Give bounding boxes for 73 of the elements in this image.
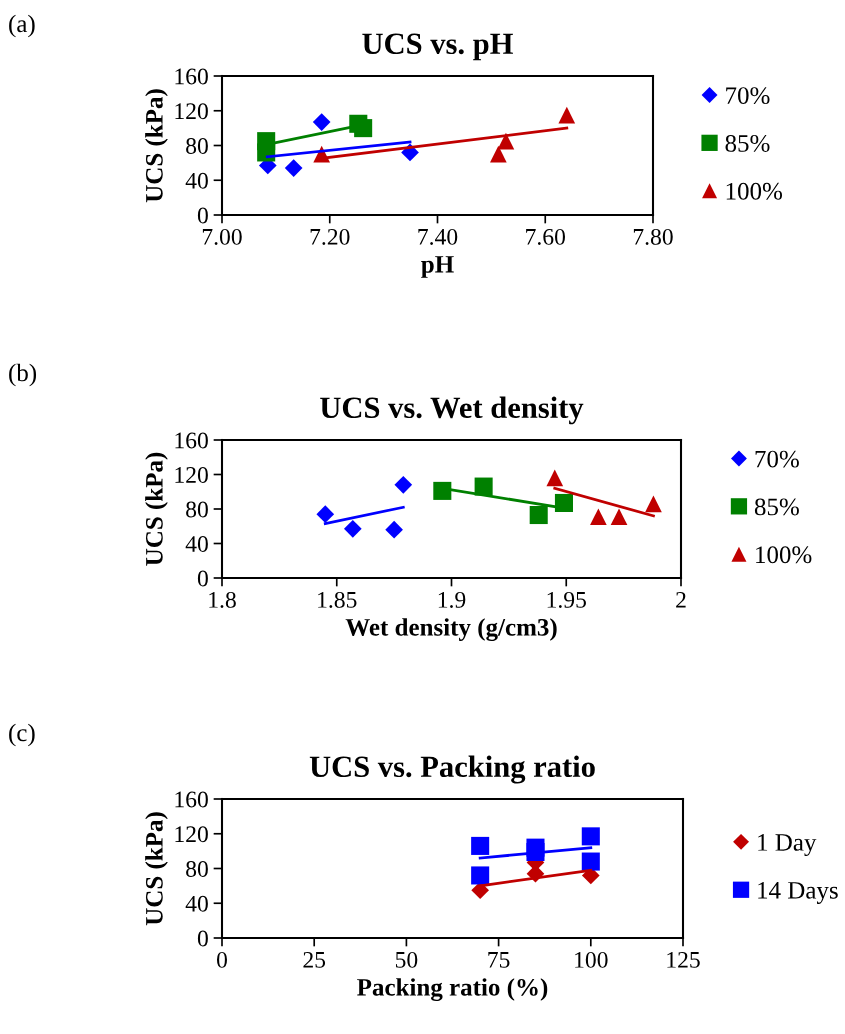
point: [284, 159, 303, 177]
y-tick-label: 120: [175, 466, 208, 483]
x-tick-label: 1.85: [318, 591, 357, 608]
point: [546, 469, 564, 487]
x-tick-label: 25: [303, 951, 326, 968]
legend-label: 14 Days: [758, 882, 838, 904]
x-tick-label: 1.95: [547, 591, 586, 608]
legend-label: 100%: [756, 546, 812, 564]
x-tick-label: 7.40: [418, 228, 458, 245]
y-tick-label: 160: [175, 791, 208, 808]
point: [590, 508, 607, 526]
x-tick-label: 1.9: [438, 591, 466, 608]
x-tick-label: 75: [488, 952, 510, 968]
point: [343, 520, 362, 538]
y-tick-label: 40: [185, 172, 208, 189]
point: [385, 520, 403, 539]
y-axis-title: UCS (kPa): [145, 89, 168, 203]
point: [257, 143, 276, 162]
y-tick-label: 160: [175, 68, 208, 85]
point: [313, 145, 330, 163]
point: [354, 119, 373, 138]
x-axis-title: Packing ratio (%): [357, 978, 548, 1002]
text: (b): [9, 363, 37, 387]
point: [581, 852, 600, 871]
legend-label: 85%: [754, 498, 799, 516]
y-tick-label: 40: [185, 895, 208, 912]
point: [610, 508, 628, 526]
x-tick-label: 0: [217, 951, 227, 968]
point: [394, 476, 413, 494]
y-axis-title: UCS (kPa): [145, 812, 168, 926]
chart-title: UCS vs. Packing ratio: [309, 755, 595, 784]
y-tick-label: 80: [186, 860, 208, 877]
x-tick-label: 7.00: [202, 228, 242, 245]
y-tick-label: 80: [186, 501, 208, 518]
y-tick-label: 80: [186, 137, 208, 154]
x-tick-label: 7.20: [310, 228, 350, 245]
point: [316, 505, 335, 524]
point: [581, 827, 600, 846]
y-axis-title: UCS (kPa): [145, 452, 168, 566]
y-tick-label: 120: [175, 826, 208, 843]
point: [433, 481, 452, 500]
point: [471, 836, 490, 855]
text: (c): [9, 723, 35, 747]
point: [471, 866, 490, 885]
x-axis-title: pH: [421, 256, 454, 278]
y-tick-label: 0: [197, 930, 208, 947]
y-tick-label: 120: [175, 103, 208, 120]
x-tick-label: 50: [395, 951, 418, 968]
y-tick-label: 0: [197, 207, 208, 224]
x-tick-label: 1.8: [209, 591, 236, 608]
x-tick-label: 7.60: [526, 228, 566, 245]
point: [645, 495, 662, 513]
x-tick-label: 7.80: [633, 228, 673, 245]
legend-label: 85%: [725, 134, 770, 152]
point: [554, 493, 573, 512]
point: [529, 506, 548, 525]
legend-label: 1 Day: [758, 834, 817, 856]
legend-label: 70%: [755, 450, 799, 468]
point: [558, 106, 576, 124]
x-tick-label: 2: [676, 591, 686, 608]
x-tick-label: 125: [667, 951, 700, 968]
y-tick-label: 40: [185, 535, 208, 552]
x-axis-title: Wet density (g/cm3): [345, 618, 557, 642]
y-tick-label: 160: [175, 432, 208, 449]
x-tick-label: 100: [575, 951, 608, 968]
chart-title: UCS vs. Wet density: [320, 396, 584, 425]
point: [490, 145, 507, 163]
legend-label: 100%: [726, 182, 783, 200]
point: [312, 113, 331, 131]
y-tick-label: 0: [197, 570, 208, 587]
text: (a): [9, 14, 35, 38]
chart-title: UCS vs. pH: [362, 33, 513, 61]
legend-label: 70%: [726, 87, 770, 105]
